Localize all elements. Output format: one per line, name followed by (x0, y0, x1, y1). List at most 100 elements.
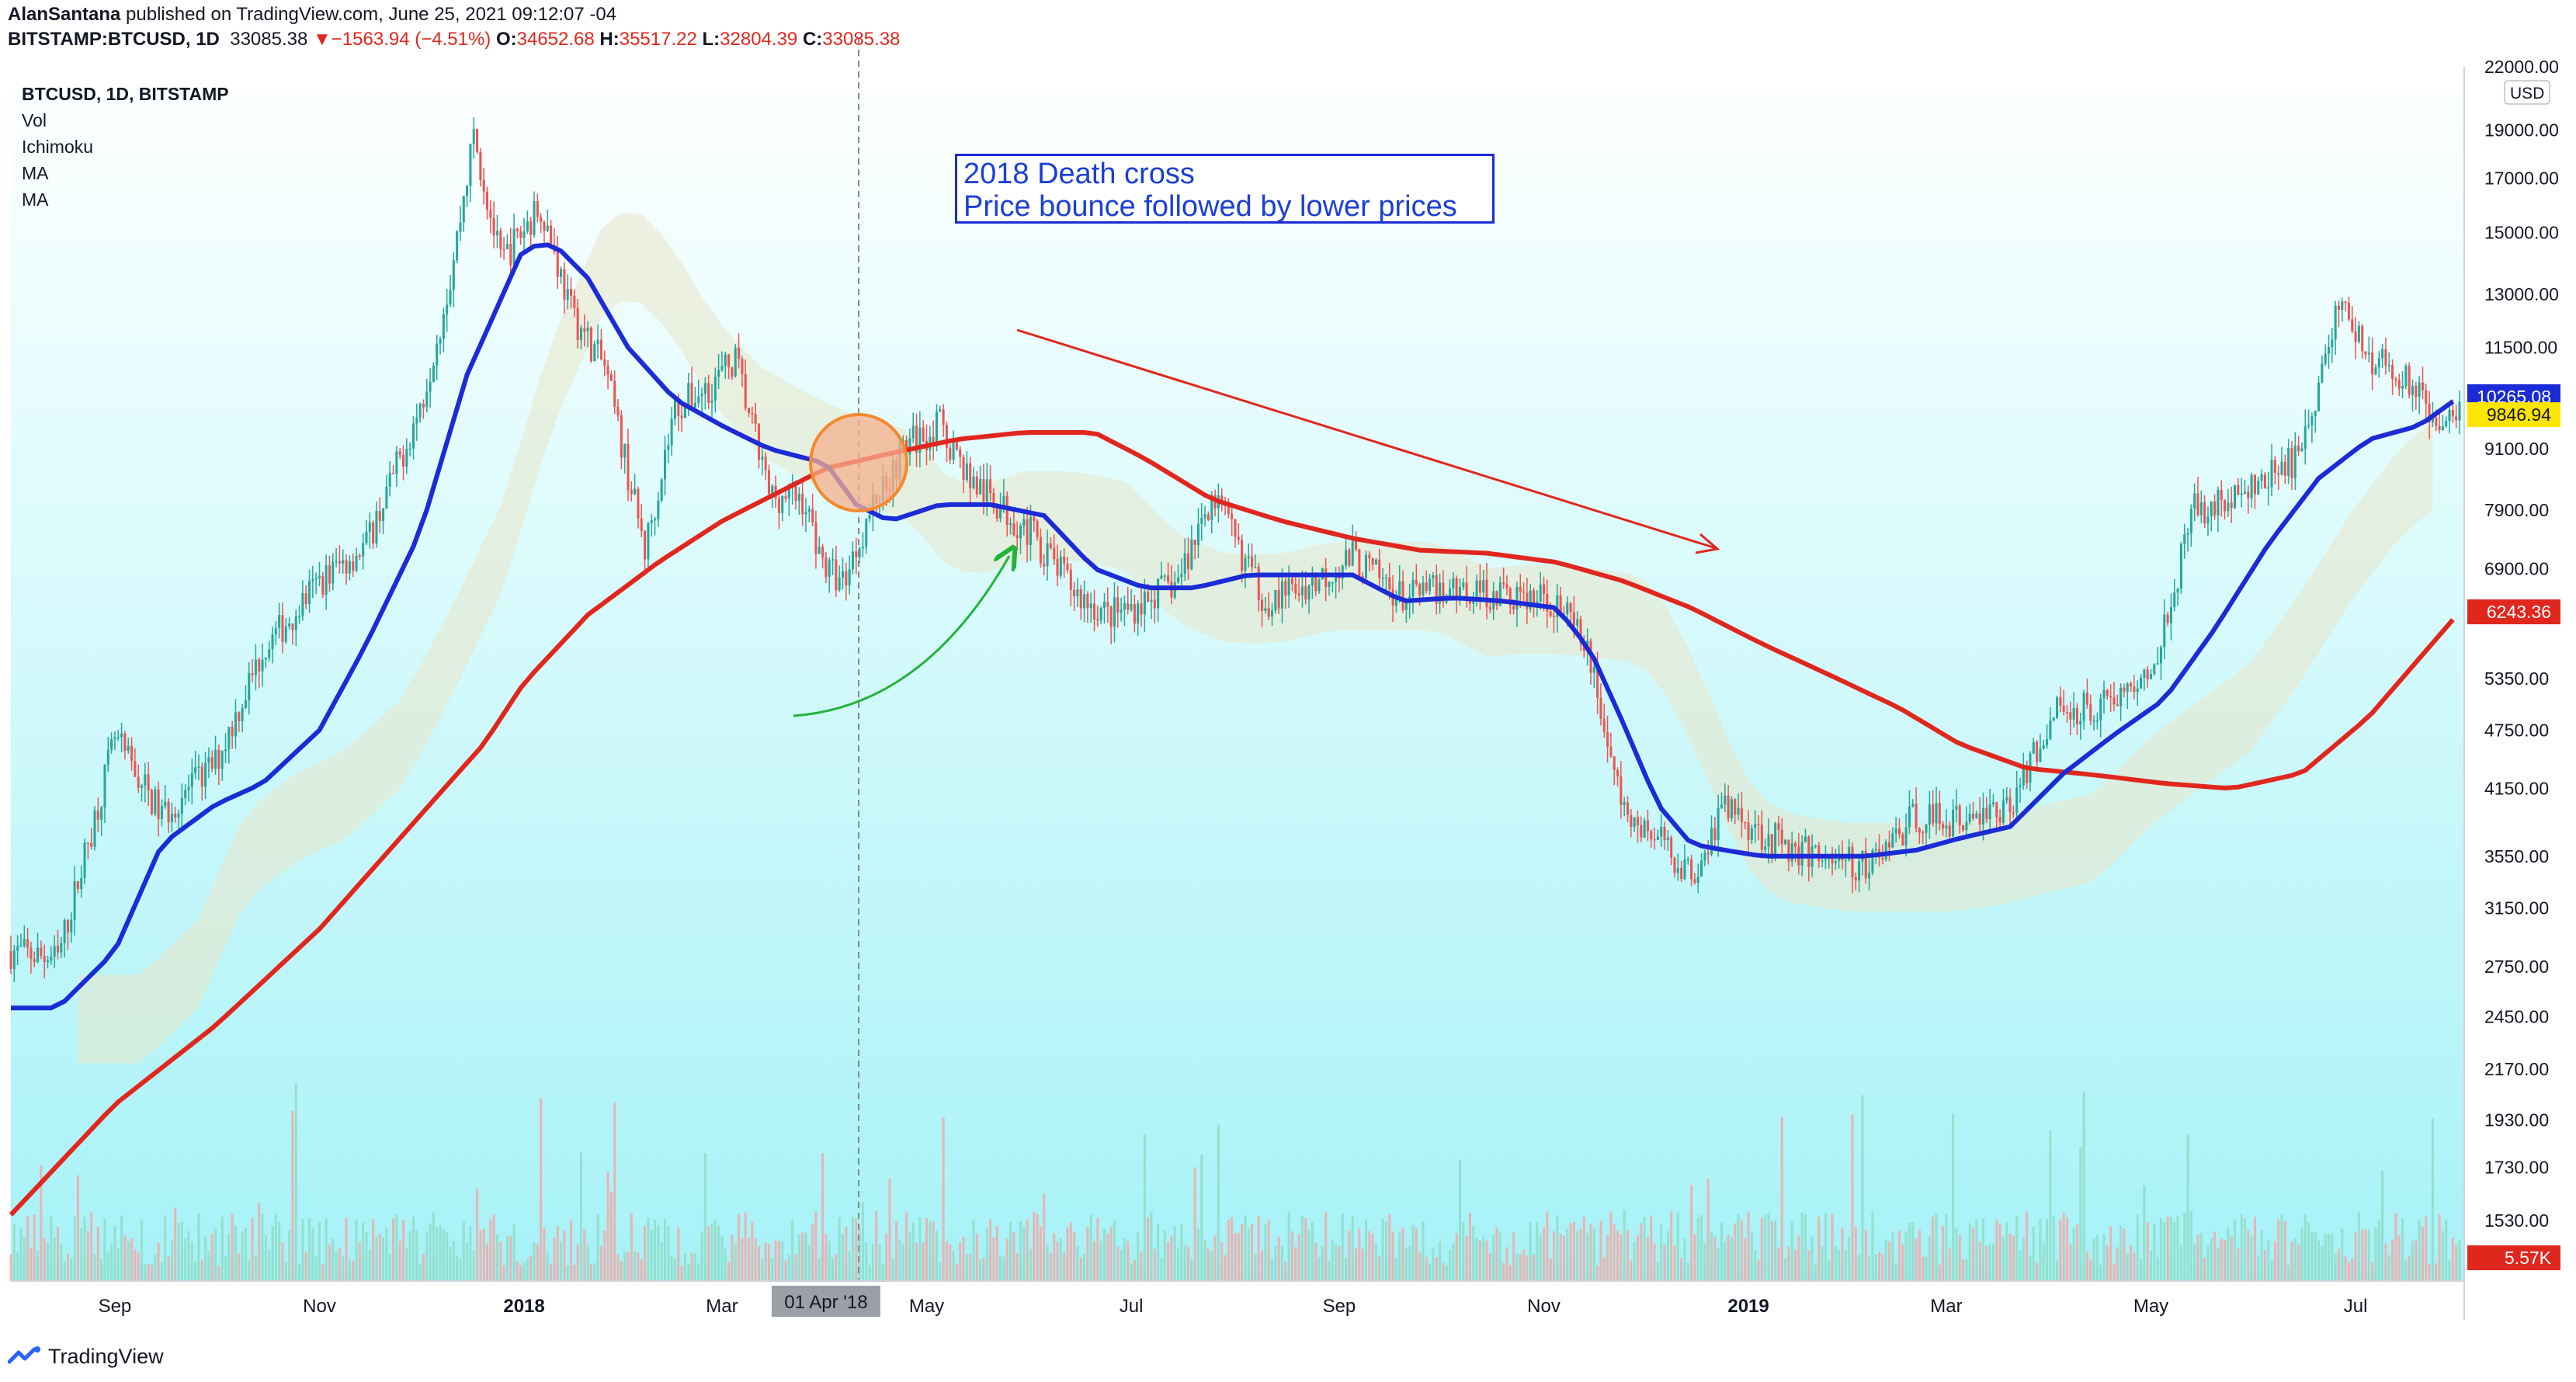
volume-bar (573, 1264, 576, 1281)
candle-body (2263, 474, 2266, 488)
volume-bar (922, 1242, 925, 1281)
down-triangle-icon: ▼ (313, 29, 332, 50)
volume-bar (1650, 1215, 1653, 1281)
volume-bar (1576, 1231, 1579, 1281)
candle-body (1683, 859, 1686, 880)
volume-bar (1439, 1241, 1442, 1281)
y-tick-label: 1730.00 (2484, 1157, 2549, 1177)
volume-bar (1435, 1257, 1438, 1281)
volume-bar (667, 1226, 670, 1281)
volume-bar (2109, 1226, 2113, 1281)
author-name[interactable]: AlanSantana (8, 4, 121, 25)
candle-body (425, 391, 429, 408)
candle-body (2015, 787, 2019, 813)
time-axis[interactable]: Sep Nov 2018 Mar 01 Apr '18 May Jul Sep Nov 2019 M… (99, 1286, 2368, 1317)
candle-body (1522, 592, 1526, 593)
volume-bar (2428, 1264, 2431, 1281)
candle-body (187, 786, 190, 790)
candle-body (2022, 766, 2025, 786)
volume-bar (1485, 1240, 1488, 1281)
candle-body (298, 616, 301, 618)
candle-body (1613, 756, 1616, 770)
volume-bar (1724, 1241, 1727, 1281)
candle-body (831, 559, 835, 561)
candle-body (979, 479, 982, 495)
candle-body (1508, 588, 1512, 606)
candle-body (1196, 523, 1199, 545)
volume-bar (1750, 1231, 1753, 1281)
candle-body (1787, 839, 1790, 862)
volume-bar (1858, 1254, 1861, 1281)
candle-body (932, 436, 935, 443)
volume-bar (505, 1235, 509, 1281)
volume-bar (1995, 1219, 1998, 1281)
candle-body (291, 623, 294, 630)
candle-body (2247, 491, 2250, 498)
volume-bar (2367, 1230, 2370, 1281)
volume-bar (2361, 1230, 2364, 1281)
candle-body (1290, 578, 1293, 584)
price-tag-bg (2467, 402, 2560, 428)
volume-bar (1213, 1235, 1217, 1281)
legend-ma-2[interactable]: MA (22, 189, 49, 210)
volume-bar (103, 1218, 106, 1281)
candle-body (150, 790, 153, 814)
volume-bar (2371, 1262, 2374, 1281)
candle-body (1955, 805, 1958, 810)
candle-body (861, 547, 864, 549)
volume-bar (2237, 1247, 2240, 1281)
volume-bar (1646, 1238, 1649, 1281)
volume-bar (1908, 1222, 1911, 1281)
candle-body (1120, 609, 1123, 613)
volume-bar (2411, 1241, 2415, 1281)
volume-bar (2344, 1255, 2347, 1281)
volume-bar (1623, 1210, 1626, 1281)
candle-body (1807, 836, 1810, 867)
candle-body (1676, 867, 1679, 873)
volume-bar (398, 1241, 401, 1281)
legend-ichimoku[interactable]: Ichimoku (22, 137, 94, 157)
legend-vol[interactable]: Vol (22, 110, 47, 130)
volume-bar (224, 1255, 227, 1281)
volume-bar (167, 1256, 170, 1281)
volume-bar (734, 1244, 737, 1281)
candle-body (2260, 474, 2263, 481)
volume-bar (1210, 1251, 1213, 1281)
candle-body (1858, 861, 1861, 881)
volume-bar (1844, 1249, 1847, 1281)
candle-body (1127, 603, 1130, 610)
candle-body (985, 479, 988, 502)
volume-bar (754, 1238, 757, 1281)
volume-bar (2431, 1118, 2434, 1281)
candle-body (264, 658, 267, 660)
volume-bar (2401, 1218, 2404, 1281)
volume-bar (425, 1231, 429, 1281)
volume-bar (1609, 1211, 1613, 1281)
candle-body (26, 939, 30, 948)
high-label: H: (599, 29, 620, 50)
volume-bar (1740, 1221, 1743, 1281)
candle-body (693, 403, 696, 408)
volume-bar (797, 1234, 800, 1281)
volume-bar (157, 1242, 160, 1281)
candle-body (764, 457, 767, 471)
price-axis[interactable]: 22000.0019000.0017000.0015000.0013000.00… (2484, 57, 2559, 1231)
candle-body (134, 761, 137, 777)
volume-bar (1533, 1254, 1536, 1281)
candle-body (2026, 766, 2029, 783)
volume-bar (1123, 1238, 1126, 1281)
volume-bar (865, 1242, 868, 1281)
volume-bar (248, 1259, 251, 1281)
tradingview-logo[interactable]: TradingView (8, 1341, 164, 1372)
volume-bar (1247, 1228, 1250, 1281)
candle-body (1991, 802, 1994, 804)
candles (9, 117, 2461, 982)
candle-body (2401, 386, 2404, 389)
candle-body (677, 400, 680, 416)
green-bounce-arrow (793, 556, 1009, 717)
volume-bar (254, 1255, 257, 1281)
volume-bar (1991, 1243, 1994, 1281)
candle-body (482, 179, 485, 192)
legend-ma-1[interactable]: MA (22, 163, 49, 183)
